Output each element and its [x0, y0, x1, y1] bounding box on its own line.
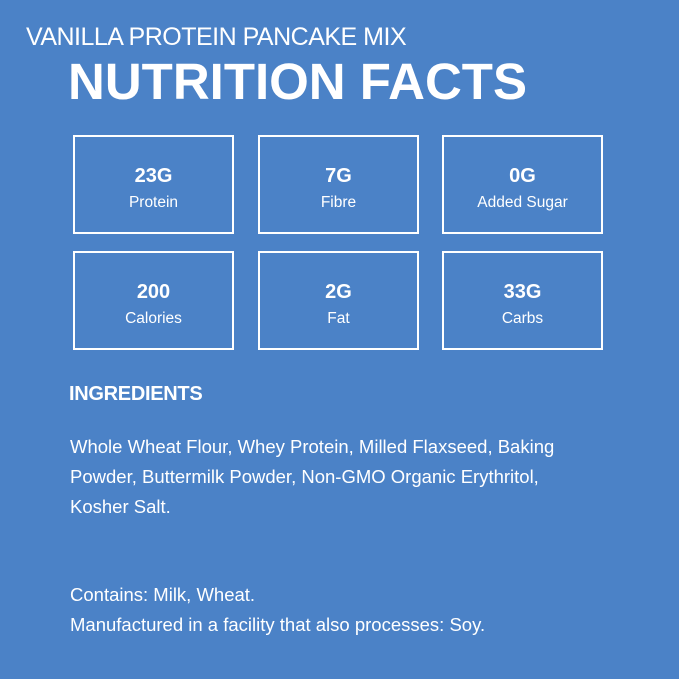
fact-value: 33G — [503, 281, 542, 303]
fact-box-added-sugar: 0G Added Sugar — [442, 135, 603, 234]
fact-box-protein: 23G Protein — [73, 135, 234, 234]
allergen-contains: Contains: Milk, Wheat. — [70, 584, 256, 605]
ingredients-heading: INGREDIENTS — [69, 383, 203, 405]
product-subtitle: VANILLA PROTEIN PANCAKE MIX — [26, 23, 407, 51]
allergen-facility: Manufactured in a facility that also pro… — [70, 614, 486, 635]
fact-box-calories: 200 Calories — [73, 251, 234, 350]
fact-label: Added Sugar — [477, 194, 568, 211]
page-title: NUTRITION FACTS — [68, 53, 527, 110]
fact-box-fibre: 7G Fibre — [258, 135, 419, 234]
fact-box-carbs: 33G Carbs — [442, 251, 603, 350]
fact-value: 200 — [136, 281, 171, 303]
fact-label: Protein — [128, 194, 179, 211]
fact-value: 2G — [325, 281, 352, 303]
fact-label: Fibre — [320, 194, 357, 211]
fact-label: Fat — [327, 310, 350, 327]
fact-value: 23G — [134, 165, 173, 187]
ingredients-text: Whole Wheat Flour, Whey Protein, Milled … — [70, 436, 555, 517]
fact-box-fat: 2G Fat — [258, 251, 419, 350]
fact-value: 7G — [325, 165, 352, 187]
fact-value: 0G — [509, 165, 536, 187]
fact-label: Calories — [125, 310, 182, 327]
fact-label: Carbs — [501, 310, 544, 327]
